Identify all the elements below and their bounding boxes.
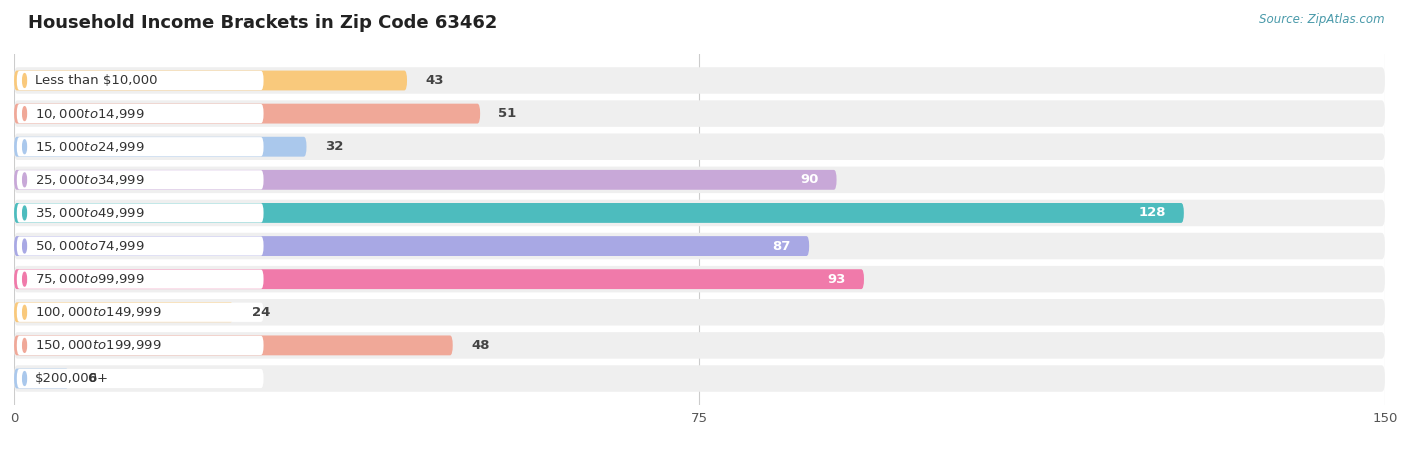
Text: $15,000 to $24,999: $15,000 to $24,999	[35, 140, 145, 154]
FancyBboxPatch shape	[14, 233, 1385, 259]
Text: 93: 93	[827, 273, 846, 286]
Circle shape	[22, 173, 27, 187]
Text: $10,000 to $14,999: $10,000 to $14,999	[35, 107, 145, 121]
FancyBboxPatch shape	[17, 137, 263, 156]
Circle shape	[22, 272, 27, 286]
Text: Household Income Brackets in Zip Code 63462: Household Income Brackets in Zip Code 63…	[28, 14, 498, 32]
Circle shape	[22, 74, 27, 87]
Text: 48: 48	[471, 339, 489, 352]
Circle shape	[22, 338, 27, 352]
Text: $100,000 to $149,999: $100,000 to $149,999	[35, 305, 162, 320]
Text: 32: 32	[325, 140, 343, 153]
FancyBboxPatch shape	[17, 236, 263, 256]
Text: $200,000+: $200,000+	[35, 372, 110, 385]
FancyBboxPatch shape	[14, 302, 233, 322]
FancyBboxPatch shape	[14, 166, 1385, 193]
FancyBboxPatch shape	[17, 203, 263, 223]
FancyBboxPatch shape	[14, 170, 837, 190]
Text: 87: 87	[772, 239, 790, 252]
Text: Less than $10,000: Less than $10,000	[35, 74, 157, 87]
FancyBboxPatch shape	[14, 299, 1385, 325]
FancyBboxPatch shape	[14, 266, 1385, 292]
Circle shape	[22, 140, 27, 153]
Circle shape	[22, 107, 27, 121]
FancyBboxPatch shape	[14, 134, 1385, 160]
Text: $35,000 to $49,999: $35,000 to $49,999	[35, 206, 145, 220]
FancyBboxPatch shape	[14, 369, 69, 388]
FancyBboxPatch shape	[14, 236, 810, 256]
FancyBboxPatch shape	[17, 170, 263, 189]
FancyBboxPatch shape	[14, 332, 1385, 359]
Text: 90: 90	[800, 173, 818, 186]
Text: $25,000 to $34,999: $25,000 to $34,999	[35, 173, 145, 187]
Text: 128: 128	[1137, 207, 1166, 220]
Text: 6: 6	[87, 372, 97, 385]
FancyBboxPatch shape	[14, 335, 453, 356]
FancyBboxPatch shape	[17, 303, 263, 322]
FancyBboxPatch shape	[14, 365, 1385, 392]
FancyBboxPatch shape	[14, 269, 863, 289]
Text: $75,000 to $99,999: $75,000 to $99,999	[35, 272, 145, 286]
Circle shape	[22, 239, 27, 253]
Text: $50,000 to $74,999: $50,000 to $74,999	[35, 239, 145, 253]
Circle shape	[22, 372, 27, 385]
FancyBboxPatch shape	[14, 100, 1385, 127]
FancyBboxPatch shape	[14, 203, 1184, 223]
Text: 43: 43	[426, 74, 444, 87]
Text: 24: 24	[252, 306, 270, 319]
Text: Source: ZipAtlas.com: Source: ZipAtlas.com	[1260, 14, 1385, 27]
FancyBboxPatch shape	[14, 67, 1385, 94]
Text: $150,000 to $199,999: $150,000 to $199,999	[35, 338, 162, 352]
Circle shape	[22, 206, 27, 220]
FancyBboxPatch shape	[14, 137, 307, 157]
FancyBboxPatch shape	[17, 336, 263, 355]
FancyBboxPatch shape	[14, 104, 481, 124]
FancyBboxPatch shape	[17, 369, 263, 388]
FancyBboxPatch shape	[17, 270, 263, 289]
FancyBboxPatch shape	[17, 71, 263, 90]
FancyBboxPatch shape	[17, 104, 263, 123]
FancyBboxPatch shape	[14, 200, 1385, 226]
FancyBboxPatch shape	[14, 71, 408, 90]
Circle shape	[22, 306, 27, 319]
Text: 51: 51	[499, 107, 516, 120]
